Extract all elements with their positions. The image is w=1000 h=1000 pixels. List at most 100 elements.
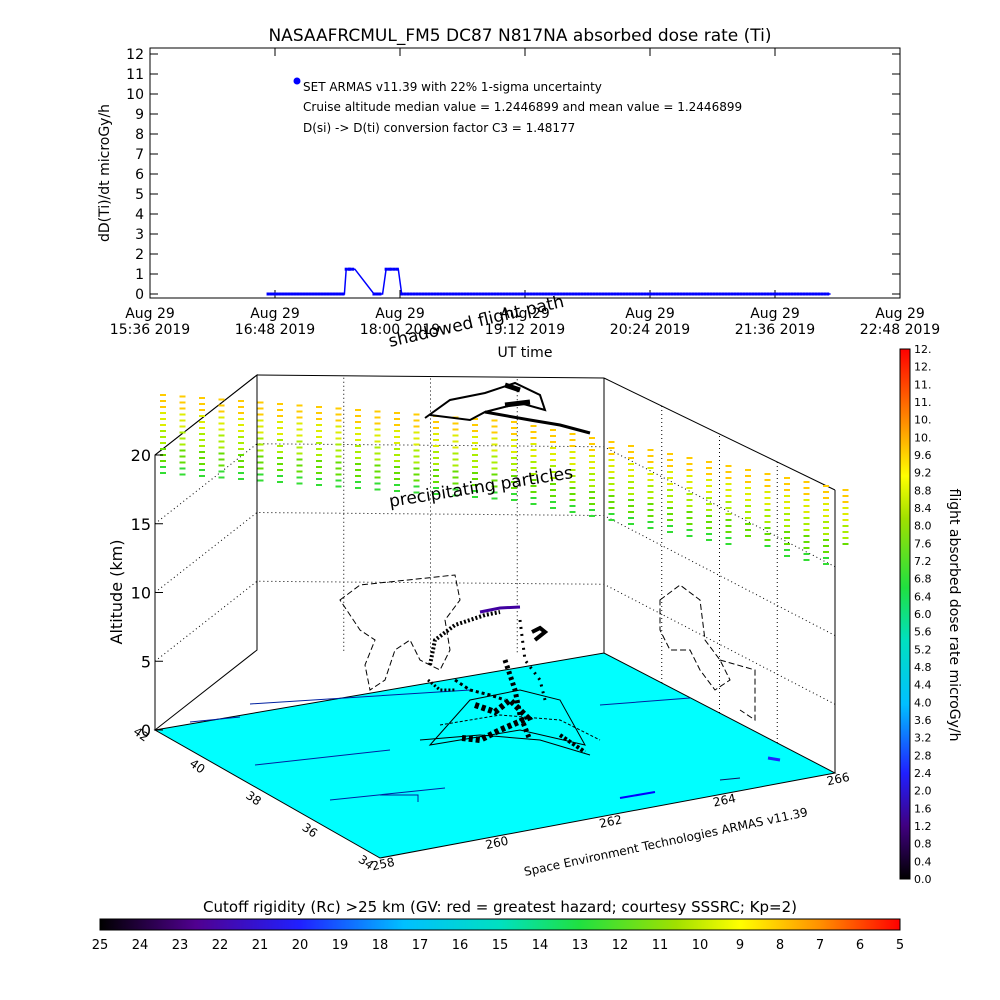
cutoff-rigidity-colorbar-tick-label: 18 <box>372 938 389 953</box>
dose-rate-point <box>544 292 548 296</box>
cutoff-rigidity-colorbar: Cutoff rigidity (Rc) >25 km (GV: red = g… <box>92 898 904 953</box>
dose-rate-point <box>742 292 746 296</box>
dose-rate-point <box>709 292 713 296</box>
dose-rate-point <box>436 292 440 296</box>
dose-rate-point <box>826 292 830 296</box>
longitude-tick-label: 262 <box>598 812 623 830</box>
dose-rate-colorbar-tick-label: 3.6 <box>914 714 932 727</box>
dose-rate-point <box>769 292 773 296</box>
dose-rate-point <box>595 292 599 296</box>
dose-rate-point <box>433 292 437 296</box>
dose-rate-colorbar-tick-label: 8.4 <box>914 502 932 515</box>
top-x-tick-label-time: 20:24 2019 <box>610 322 690 338</box>
flight-path-3d <box>427 605 549 702</box>
dose-rate-point <box>610 292 614 296</box>
cutoff-rigidity-colorbar-tick-label: 22 <box>212 938 229 953</box>
dose-rate-point <box>338 292 342 296</box>
dose-rate-point <box>589 292 593 296</box>
dose-rate-point <box>266 292 270 296</box>
dose-rate-point <box>691 292 695 296</box>
z-gridline <box>154 511 836 636</box>
dose-rate-point <box>793 292 797 296</box>
annotation-line-1: SET ARMAS v11.39 with 22% 1-sigma uncert… <box>303 80 602 94</box>
top-y-tick-label: 12 <box>126 47 144 63</box>
back-top-edge <box>256 374 605 379</box>
dose-rate-point <box>583 292 587 296</box>
top-y-tick-label: 5 <box>135 187 144 203</box>
dose-rate-point <box>700 292 704 296</box>
dose-rate-point <box>817 292 821 296</box>
dose-rate-point <box>814 292 818 296</box>
top-y-tick-label: 6 <box>135 167 144 183</box>
dose-rate-point <box>805 292 809 296</box>
dose-rate-point <box>529 292 533 296</box>
dose-rate-point <box>463 292 467 296</box>
dose-rate-point <box>526 292 530 296</box>
dose-rate-point <box>287 292 291 296</box>
longitude-tick-label: 264 <box>712 791 737 809</box>
dose-rate-point <box>568 292 572 296</box>
dose-rate-point <box>667 292 671 296</box>
dose-rate-colorbar-tick-label: 6.8 <box>914 573 932 586</box>
dose-rate-point <box>326 292 330 296</box>
dose-rate-colorbar-tick-label: 1.6 <box>914 802 932 815</box>
cutoff-rigidity-colorbar-gradient <box>99 918 901 931</box>
z-axis-label: Altitude (km) <box>107 540 126 645</box>
dose-rate-point <box>775 292 779 296</box>
dose-rate-point <box>730 292 734 296</box>
cutoff-rigidity-colorbar-tick-label: 23 <box>172 938 189 953</box>
top-y-tick-label: 3 <box>135 227 144 243</box>
dose-rate-point <box>652 292 656 296</box>
dose-rate-point <box>790 292 794 296</box>
dose-rate-point <box>823 292 827 296</box>
top-x-tick-label-date: Aug 29 <box>875 306 925 322</box>
cutoff-rigidity-colorbar-tick-label: 13 <box>572 938 589 953</box>
flight-path-floor-shadow <box>419 659 601 756</box>
dose-rate-point <box>562 292 566 296</box>
dose-rate-point <box>754 292 758 296</box>
top-y-axis-label: dD(Ti)/dt microGy/h <box>97 104 113 242</box>
dose-rate-point <box>661 292 665 296</box>
dose-rate-point <box>484 292 488 296</box>
latitude-tick-label: 36 <box>300 820 321 840</box>
dose-rate-point <box>664 292 668 296</box>
precipitating-particles <box>160 394 849 565</box>
3d-gridlines <box>154 375 836 743</box>
top-x-tick-label-time: 16:48 2019 <box>235 322 315 338</box>
dose-rate-point <box>493 292 497 296</box>
dose-rate-point <box>409 292 413 296</box>
dose-rate-point <box>496 292 500 296</box>
dose-rate-point <box>781 292 785 296</box>
dose-rate-point <box>472 292 476 296</box>
dose-rate-point <box>673 292 677 296</box>
cutoff-rigidity-colorbar-ticks: 25 24 23 22 21 20 19 18 17 16 15 14 13 12 11 10 9 8 7 6 5 <box>92 938 904 953</box>
dose-rate-point <box>712 292 716 296</box>
dose-rate-point <box>586 292 590 296</box>
dose-rate-point <box>787 292 791 296</box>
z-gridline <box>154 580 836 705</box>
dose-rate-point <box>514 292 518 296</box>
dose-rate-point <box>577 292 581 296</box>
cutoff-rigidity-colorbar-tick-label: 9 <box>736 938 744 953</box>
series-legend-marker <box>293 77 301 85</box>
dose-rate-point <box>384 267 388 271</box>
dose-rate-point <box>658 292 662 296</box>
dose-rate-point <box>748 292 752 296</box>
latitude-tick-label: 40 <box>187 756 208 776</box>
dose-rate-point <box>676 292 680 296</box>
dose-rate-point <box>766 292 770 296</box>
dose-rate-point <box>601 292 605 296</box>
dose-rate-point <box>392 267 396 271</box>
dose-rate-point <box>802 292 806 296</box>
dose-rate-point <box>625 292 629 296</box>
cutoff-rigidity-colorbar-tick-label: 20 <box>292 938 309 953</box>
dose-rate-point <box>329 292 333 296</box>
dose-rate-point <box>619 292 623 296</box>
dose-rate-point <box>475 292 479 296</box>
top-y-tick-label: 8 <box>135 127 144 143</box>
dose-rate-colorbar-tick-label: 11. <box>914 396 932 409</box>
dose-rate-colorbar-tick-label: 2.0 <box>914 785 932 798</box>
dose-rate-colorbar-tick-label: 6.4 <box>914 590 932 603</box>
dose-rate-point <box>454 292 458 296</box>
